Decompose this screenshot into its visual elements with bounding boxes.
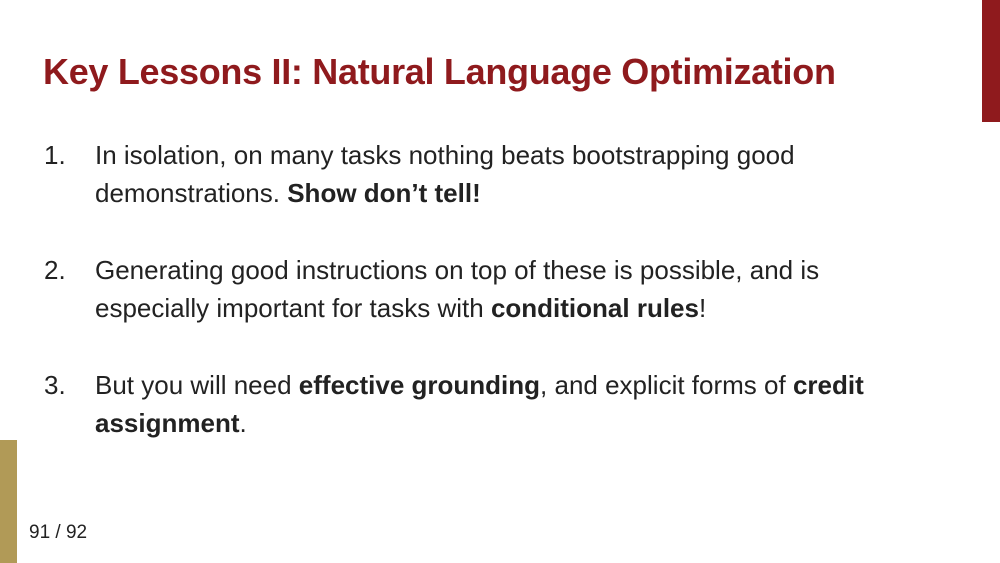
top-right-accent-bar	[982, 0, 1000, 122]
bottom-left-accent-bar	[0, 440, 17, 563]
lesson-number: 3.	[44, 370, 66, 400]
page-number: 91 / 92	[29, 522, 88, 543]
lesson-text-segment: !	[698, 293, 707, 323]
lesson-number: 2.	[44, 255, 66, 285]
lesson-emphasis: conditional rules	[490, 293, 699, 323]
lesson-text-segment: .	[239, 408, 247, 438]
lesson-item: 3. But you will need effective grounding…	[44, 366, 924, 442]
lesson-text-segment: Generating good instructions on top of t…	[95, 255, 820, 323]
lesson-number: 1.	[44, 140, 66, 170]
lesson-text: Generating good instructions on top of t…	[95, 255, 819, 323]
lesson-item: 1. In isolation, on many tasks nothing b…	[44, 136, 924, 212]
lesson-item: 2. Generating good instructions on top o…	[44, 251, 924, 327]
lesson-emphasis: Show don’t tell!	[287, 178, 481, 208]
lesson-text: But you will need effective grounding, a…	[95, 370, 864, 438]
lesson-text: In isolation, on many tasks nothing beat…	[95, 140, 795, 208]
lesson-text-segment: But you will need	[95, 370, 299, 400]
lesson-emphasis: effective grounding	[298, 370, 541, 400]
slide-title: Key Lessons II: Natural Language Optimiz…	[43, 51, 836, 92]
lesson-emphasis: credit assignment	[95, 370, 864, 438]
lesson-text-segment: , and explicit forms of	[540, 370, 793, 400]
lessons-list: 1. In isolation, on many tasks nothing b…	[44, 136, 924, 481]
lesson-text-segment: In isolation, on many tasks nothing beat…	[95, 140, 795, 208]
